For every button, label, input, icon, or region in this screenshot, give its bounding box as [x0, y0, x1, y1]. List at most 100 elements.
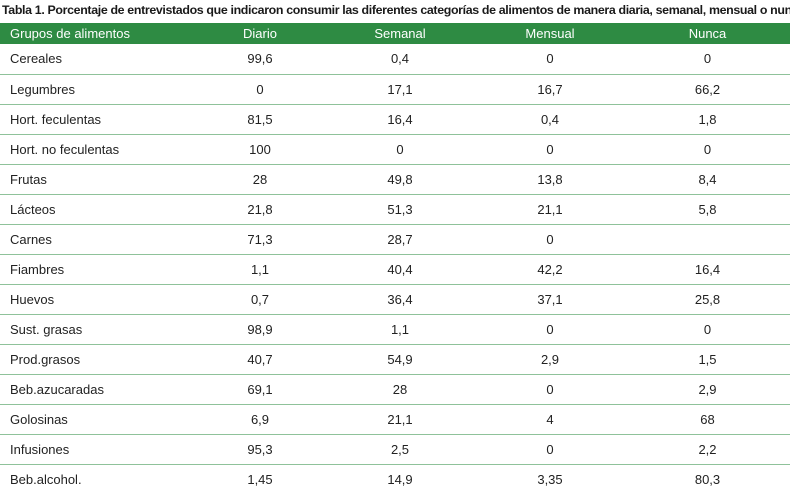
cell-monthly: 0	[475, 44, 625, 75]
table-header: Grupos de alimentos Diario Semanal Mensu…	[0, 23, 790, 44]
cell-food-group: Infusiones	[0, 434, 195, 465]
column-header-weekly: Semanal	[374, 26, 426, 41]
cell-weekly: 28	[325, 374, 475, 405]
column-header-food-group: Grupos de alimentos	[10, 26, 130, 41]
cell-monthly: 21,1	[475, 194, 625, 225]
cell-never: 0	[625, 44, 790, 75]
table-row: Golosinas 6,9 21,1 4 68	[0, 404, 790, 435]
cell-monthly: 0	[475, 134, 625, 165]
cell-never: 0	[625, 134, 790, 165]
cell-weekly: 14,9	[387, 471, 413, 487]
cell-daily: 99,6	[195, 44, 325, 75]
table-body: Cereales 99,6 0,4 0 0 Legumbres 0 17,1 16,7 66,2 H…	[0, 44, 790, 494]
cell-daily: 95,3	[195, 434, 325, 465]
cell-food-group: Carnes	[0, 224, 195, 255]
cell-food-group: Cereales	[0, 44, 195, 75]
cell-food-group: Lácteos	[0, 194, 195, 225]
cell-weekly: 16,4	[325, 104, 475, 135]
cell-daily: 1,1	[195, 254, 325, 285]
table-row: Beb.azucaradas 69,1 28 0 2,9	[0, 374, 790, 405]
cell-daily: 69,1	[195, 374, 325, 405]
cell-food-group: Fiambres	[0, 254, 195, 285]
cell-never: 8,4	[625, 164, 790, 195]
table-row: Fiambres 1,1 40,4 42,2 16,4	[0, 254, 790, 285]
table-row: Huevos 0,7 36,4 37,1 25,8	[0, 284, 790, 315]
cell-weekly: 0,4	[325, 44, 475, 75]
cell-daily: 1,45	[247, 471, 273, 487]
cell-food-group: Beb.alcohol.	[10, 471, 82, 487]
cell-food-group: Golosinas	[0, 404, 195, 435]
header-row: Grupos de alimentos Diario Semanal Mensu…	[0, 23, 790, 44]
cell-daily: 81,5	[195, 104, 325, 135]
cell-daily: 100	[195, 134, 325, 165]
cell-monthly: 0	[475, 434, 625, 465]
table-row: Infusiones 95,3 2,5 0 2,2	[0, 434, 790, 465]
cell-never: 5,8	[625, 194, 790, 225]
cell-daily: 21,8	[195, 194, 325, 225]
cell-weekly: 21,1	[325, 404, 475, 435]
cell-never: 66,2	[625, 74, 790, 105]
cell-never: 1,5	[625, 344, 790, 375]
cell-weekly: 1,1	[325, 314, 475, 345]
cell-weekly: 49,8	[325, 164, 475, 195]
cell-never: 80,3	[694, 471, 721, 487]
cell-weekly: 36,4	[325, 284, 475, 315]
cell-never: 0	[625, 314, 790, 345]
food-consumption-table: Grupos de alimentos Diario Semanal Mensu…	[0, 23, 790, 494]
cell-monthly: 2,9	[475, 344, 625, 375]
cell-never: 25,8	[625, 284, 790, 315]
cell-monthly: 0,4	[475, 104, 625, 135]
cell-daily: 0	[195, 74, 325, 105]
table-caption: Tabla 1. Porcentaje de entrevistados que…	[2, 3, 790, 17]
cell-monthly: 0	[475, 314, 625, 345]
cell-monthly: 3,35	[537, 471, 563, 487]
table-row: Prod.grasos 40,7 54,9 2,9 1,5	[0, 344, 790, 375]
cell-food-group: Hort. no feculentas	[0, 134, 195, 165]
cell-monthly: 42,2	[475, 254, 625, 285]
cell-monthly: 16,7	[475, 74, 625, 105]
cell-food-group: Sust. grasas	[0, 314, 195, 345]
cell-never	[625, 224, 790, 255]
table-row: Legumbres 0 17,1 16,7 66,2	[0, 74, 790, 105]
cell-never: 16,4	[625, 254, 790, 285]
cell-food-group: Hort. feculentas	[0, 104, 195, 135]
table-row: Hort. feculentas 81,5 16,4 0,4 1,8	[0, 104, 790, 135]
column-header-monthly: Mensual	[525, 26, 575, 41]
column-header-daily: Diario	[243, 26, 277, 41]
cell-monthly: 0	[475, 224, 625, 255]
cell-weekly: 54,9	[325, 344, 475, 375]
table-row: Hort. no feculentas 100 0 0 0	[0, 134, 790, 165]
cell-weekly: 51,3	[325, 194, 475, 225]
cell-daily: 71,3	[195, 224, 325, 255]
table-row: Beb.alcohol. 1,45 14,9 3,35 80,3	[0, 464, 790, 494]
cell-monthly: 13,8	[475, 164, 625, 195]
table-row: Frutas 28 49,8 13,8 8,4	[0, 164, 790, 195]
cell-weekly: 0	[325, 134, 475, 165]
cell-daily: 40,7	[195, 344, 325, 375]
cell-monthly: 4	[475, 404, 625, 435]
cell-weekly: 2,5	[325, 434, 475, 465]
cell-food-group: Huevos	[0, 284, 195, 315]
cell-food-group: Frutas	[0, 164, 195, 195]
cell-monthly: 37,1	[475, 284, 625, 315]
table-row: Cereales 99,6 0,4 0 0	[0, 44, 790, 75]
cell-weekly: 28,7	[325, 224, 475, 255]
cell-food-group: Beb.azucaradas	[0, 374, 195, 405]
cell-daily: 0,7	[195, 284, 325, 315]
column-header-never: Nunca	[688, 26, 727, 41]
cell-daily: 28	[195, 164, 325, 195]
cell-food-group: Legumbres	[0, 74, 195, 105]
cell-daily: 6,9	[195, 404, 325, 435]
cell-daily: 98,9	[195, 314, 325, 345]
cell-never: 68	[625, 404, 790, 435]
cell-never: 2,9	[625, 374, 790, 405]
cell-weekly: 17,1	[325, 74, 475, 105]
cell-monthly: 0	[475, 374, 625, 405]
cell-never: 2,2	[625, 434, 790, 465]
table-row: Sust. grasas 98,9 1,1 0 0	[0, 314, 790, 345]
cell-never: 1,8	[625, 104, 790, 135]
cell-food-group: Prod.grasos	[0, 344, 195, 375]
cell-weekly: 40,4	[325, 254, 475, 285]
table-row: Carnes 71,3 28,7 0	[0, 224, 790, 255]
table-row: Lácteos 21,8 51,3 21,1 5,8	[0, 194, 790, 225]
